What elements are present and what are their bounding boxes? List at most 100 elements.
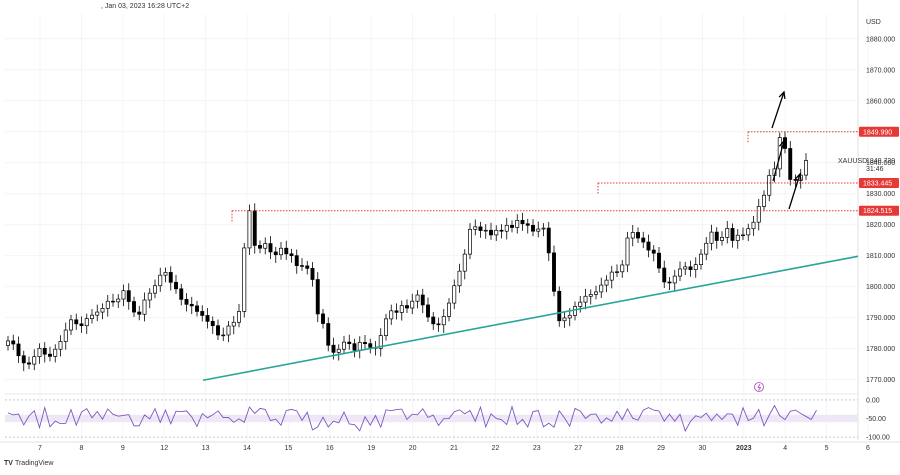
x-tick-label: 6 <box>866 445 870 452</box>
candle-body <box>11 340 16 345</box>
candle-body <box>137 311 142 315</box>
candle-body <box>541 227 546 230</box>
x-tick-label: 23 <box>533 445 541 452</box>
x-tick-label: 27 <box>574 445 582 452</box>
price-level-label: 1824.515 <box>863 208 892 215</box>
candle-body <box>27 362 31 365</box>
x-tick-label: 15 <box>285 445 293 452</box>
candle-body <box>520 220 525 225</box>
candle-body <box>777 137 782 170</box>
candle-body <box>158 274 163 287</box>
x-tick-label: 29 <box>657 445 665 452</box>
candle-body <box>762 194 766 207</box>
candle-body <box>63 329 68 342</box>
x-tick-label: 9 <box>121 445 125 452</box>
x-tick-label: 21 <box>450 445 458 452</box>
candle-body <box>168 272 173 283</box>
candle-body <box>226 325 231 336</box>
rsi-line <box>7 404 817 433</box>
candle-body <box>436 323 441 326</box>
candle-body <box>384 318 388 336</box>
price-level-tag <box>859 205 899 216</box>
candle-body <box>420 294 425 306</box>
y-tick-label: 1840.000 <box>866 160 895 167</box>
candle-body <box>368 343 373 348</box>
candle-body <box>751 221 756 230</box>
candle-body <box>105 300 110 309</box>
candle-body <box>468 228 472 255</box>
candle-body <box>562 317 567 322</box>
y-tick-label: 1770.000 <box>866 377 895 384</box>
x-tick-label: 20 <box>409 445 417 452</box>
candle-body <box>651 249 656 254</box>
candle-body <box>200 311 205 316</box>
candle-body <box>252 210 257 246</box>
trendline <box>202 255 859 382</box>
candle-body <box>662 267 667 283</box>
candle-body <box>536 228 541 232</box>
candle-body <box>163 272 168 276</box>
projection-arrowhead <box>794 172 802 182</box>
y-tick-label: 1830.000 <box>866 191 895 198</box>
candle-body <box>646 241 651 251</box>
candle-body <box>237 311 241 323</box>
candle-body <box>153 285 157 294</box>
price-level-label: 1849.990 <box>863 129 892 136</box>
y-tick-label: 1820.000 <box>866 222 895 229</box>
candle-body <box>625 237 630 266</box>
candle-body <box>546 227 551 254</box>
rsi-tick-label: 0.00 <box>866 397 880 404</box>
projection-arrow <box>772 140 785 182</box>
candle-body <box>331 344 336 353</box>
tradingview-name: TradingView <box>14 460 54 467</box>
candle-body <box>58 341 63 350</box>
candle-body <box>179 288 184 300</box>
candle-body <box>641 237 646 243</box>
candle-body <box>100 307 105 313</box>
candle-body <box>441 316 446 326</box>
candle-body <box>788 148 793 180</box>
candle-body <box>147 292 152 301</box>
x-tick-label: 19 <box>367 445 375 452</box>
candle-body <box>363 342 367 345</box>
candle-body <box>688 266 693 270</box>
candle-body <box>405 305 409 309</box>
candle-body <box>609 271 614 281</box>
news-event-icon <box>754 382 764 392</box>
candle-body <box>462 253 467 272</box>
candle-body <box>126 290 131 302</box>
candle-body <box>793 179 798 181</box>
candle-body <box>294 255 299 266</box>
projection-arrow <box>771 91 785 129</box>
candle-body <box>310 268 315 280</box>
price-level-tag <box>859 178 899 189</box>
candle-body <box>216 325 220 336</box>
chart-header-info: , Jan 03, 2023 16:28 UTC+2 <box>101 3 190 10</box>
tradingview-branding[interactable]: TV TradingView <box>4 460 53 467</box>
candle-body <box>42 347 47 355</box>
candle-body <box>709 231 714 244</box>
candle-body <box>279 247 283 256</box>
candle-body <box>189 303 194 307</box>
candle-body <box>95 311 100 316</box>
candle-body <box>378 335 383 349</box>
candle-body <box>336 348 341 353</box>
news-event-icon-bolt <box>757 383 762 391</box>
price-level-label: 1833.445 <box>863 181 892 188</box>
price-level-tag <box>859 126 899 137</box>
candle-body <box>531 224 535 232</box>
candle-body <box>48 353 52 357</box>
candle-body <box>132 301 136 313</box>
currency-label: USD <box>866 19 881 26</box>
y-tick-label: 1790.000 <box>866 315 895 322</box>
candle-body <box>174 281 178 290</box>
candle-body <box>53 348 58 357</box>
candle-body <box>16 343 21 357</box>
candle-body <box>746 228 751 236</box>
x-tick-label: 12 <box>160 445 168 452</box>
candle-body <box>657 252 661 269</box>
x-tick-label: 30 <box>699 445 707 452</box>
candle-body <box>599 284 604 293</box>
candle-body <box>667 281 672 284</box>
